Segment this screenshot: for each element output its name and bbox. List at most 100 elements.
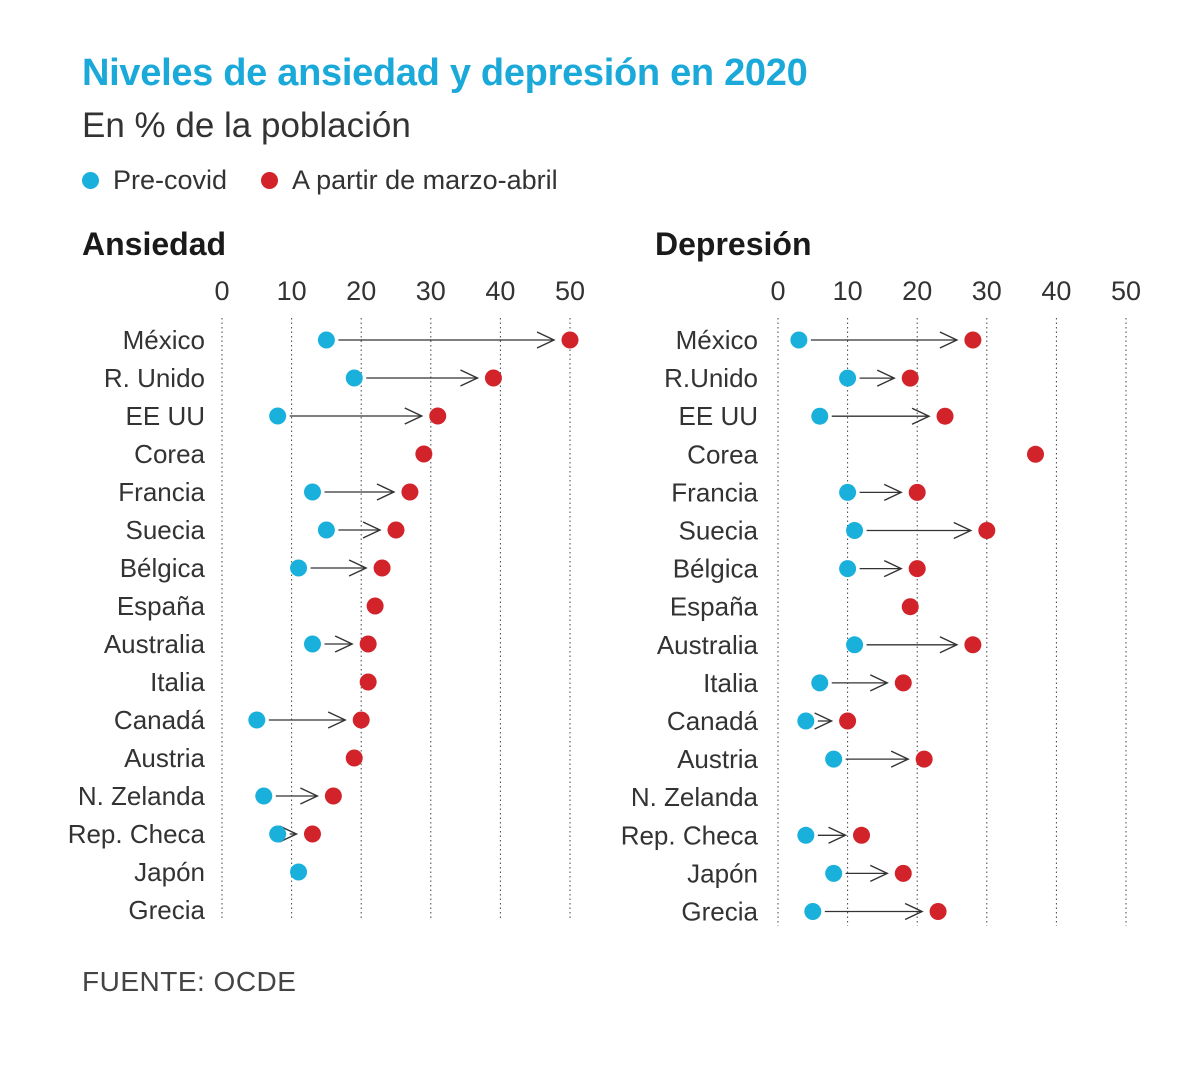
dot-post-ansiedad	[387, 521, 405, 539]
dot-pre-covid-depresion	[811, 407, 829, 425]
legend-dot-post	[261, 171, 279, 189]
dot-pre-covid-depresion	[846, 636, 864, 654]
dot-post-ansiedad	[429, 407, 447, 425]
dot-post-ansiedad	[352, 711, 370, 729]
tick-label-ansiedad-0: 0	[214, 276, 229, 306]
row-label-ansiedad: Bélgica	[120, 553, 206, 583]
dot-pre-covid-ansiedad	[303, 483, 321, 501]
dot-post-ansiedad	[359, 635, 377, 653]
tick-label-ansiedad-30: 30	[416, 276, 446, 306]
row-label-depresion: Bélgica	[673, 554, 759, 584]
dot-pre-covid-depresion	[797, 712, 815, 730]
dot-post-ansiedad	[373, 559, 391, 577]
row-label-depresion: Grecia	[681, 897, 758, 927]
dot-post-depresion	[839, 712, 857, 730]
row-label-depresion: Francia	[671, 477, 758, 507]
panel-title-depresion: Depresión	[655, 226, 811, 262]
row-label-depresion: Japón	[687, 858, 758, 888]
dot-pre-covid-depresion	[846, 522, 864, 539]
row-label-ansiedad: Italia	[150, 667, 205, 697]
dot-pre-covid-depresion	[790, 331, 808, 349]
tick-label-ansiedad-50: 50	[555, 276, 585, 306]
row-label-depresion: Italia	[703, 668, 758, 698]
tick-label-ansiedad-20: 20	[346, 276, 376, 306]
dot-post-depresion	[929, 903, 947, 920]
row-label-depresion: R.Unido	[664, 363, 758, 393]
dot-post-depresion	[964, 331, 982, 349]
dot-post-depresion	[894, 674, 912, 692]
row-label-ansiedad: Rep. Checa	[68, 819, 206, 849]
row-label-ansiedad: Suecia	[126, 515, 206, 545]
dot-pre-covid-depresion	[825, 750, 843, 768]
dot-post-depresion	[901, 369, 919, 387]
row-label-depresion: Suecia	[679, 516, 759, 546]
dot-post-ansiedad	[359, 673, 377, 691]
dot-post-depresion	[978, 522, 996, 539]
dot-post-depresion	[915, 750, 933, 768]
dot-pre-covid-ansiedad	[303, 635, 321, 653]
dot-pre-covid-ansiedad	[269, 407, 287, 425]
dot-pre-covid-depresion	[839, 483, 857, 501]
legend: Pre-covid A partir de marzo-abril	[82, 162, 592, 198]
dot-pre-covid-ansiedad	[317, 521, 335, 539]
row-label-ansiedad: EE UU	[126, 401, 205, 431]
tick-label-depresion-30: 30	[972, 276, 1002, 306]
dot-post-ansiedad	[401, 483, 419, 501]
dot-post-depresion	[853, 826, 871, 844]
tick-label-ansiedad-10: 10	[277, 276, 307, 306]
row-label-depresion: Australia	[657, 630, 759, 660]
tick-label-depresion-20: 20	[902, 276, 932, 306]
dot-pre-covid-ansiedad	[255, 787, 273, 805]
row-label-depresion: EE UU	[679, 401, 758, 431]
row-label-ansiedad: Francia	[118, 477, 205, 507]
dot-post-depresion	[964, 636, 982, 654]
tick-label-depresion-0: 0	[770, 276, 785, 306]
dot-post-depresion	[936, 407, 954, 425]
tick-label-depresion-40: 40	[1041, 276, 1071, 306]
dot-pre-covid-ansiedad	[290, 559, 308, 577]
source-note: FUENTE: OCDE	[82, 966, 297, 997]
tick-label-depresion-50: 50	[1111, 276, 1141, 306]
dot-post-ansiedad	[303, 825, 321, 843]
dot-pre-covid-ansiedad	[290, 863, 308, 881]
panel-title-ansiedad: Ansiedad	[82, 226, 226, 262]
dot-pre-covid-depresion	[825, 864, 843, 882]
dot-pre-covid-ansiedad	[317, 331, 335, 349]
row-label-depresion: España	[670, 592, 759, 622]
dot-post-depresion	[908, 483, 926, 501]
legend-item-pre-covid: Pre-covid	[82, 165, 227, 196]
row-label-ansiedad: N. Zelanda	[78, 781, 206, 811]
dot-post-depresion	[908, 560, 926, 578]
dot-post-ansiedad	[345, 749, 363, 767]
row-label-ansiedad: Corea	[134, 439, 205, 469]
row-label-ansiedad: Grecia	[128, 895, 205, 925]
row-label-ansiedad: México	[123, 325, 205, 355]
row-label-ansiedad: España	[117, 591, 206, 621]
dot-post-depresion	[894, 864, 912, 882]
row-label-depresion: Canadá	[667, 706, 759, 736]
tick-label-ansiedad-40: 40	[485, 276, 515, 306]
row-label-depresion: Rep. Checa	[621, 820, 759, 850]
legend-label-pre-covid: Pre-covid	[113, 164, 228, 195]
dot-post-ansiedad	[415, 445, 433, 463]
chart-subtitle: En % de la población	[82, 106, 411, 145]
dot-post-ansiedad	[561, 331, 579, 349]
dot-pre-covid-depresion	[797, 826, 815, 844]
row-label-ansiedad: Canadá	[114, 705, 206, 735]
dot-post-depresion	[1027, 445, 1045, 463]
dot-pre-covid-ansiedad	[269, 825, 287, 843]
dot-pre-covid-depresion	[804, 903, 822, 920]
dot-pre-covid-ansiedad	[345, 369, 363, 387]
row-label-depresion: México	[676, 325, 758, 355]
chart-title: Niveles de ansiedad y depresión en 2020	[82, 52, 808, 94]
row-label-ansiedad: Japón	[134, 857, 205, 887]
row-label-depresion: Austria	[677, 744, 758, 774]
legend-dot-pre-covid	[82, 171, 99, 189]
dot-pre-covid-ansiedad	[248, 711, 266, 729]
dot-post-depresion	[901, 598, 919, 616]
row-label-ansiedad: R. Unido	[104, 363, 205, 393]
dot-pre-covid-depresion	[811, 674, 829, 692]
dot-post-ansiedad	[484, 369, 502, 387]
row-label-depresion: N. Zelanda	[631, 782, 759, 812]
